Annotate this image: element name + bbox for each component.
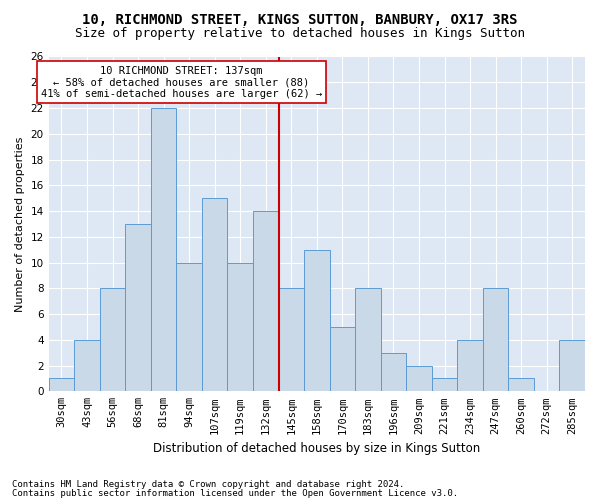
Bar [176,262,202,392]
X-axis label: Distribution of detached houses by size in Kings Sutton: Distribution of detached houses by size … [153,442,481,455]
Bar [125,224,151,392]
Bar [483,288,508,392]
Bar [406,366,432,392]
Bar [457,340,483,392]
Bar [74,340,100,392]
Bar [227,262,253,392]
Bar [151,108,176,392]
Text: Contains public sector information licensed under the Open Government Licence v3: Contains public sector information licen… [12,489,458,498]
Text: 10, RICHMOND STREET, KINGS SUTTON, BANBURY, OX17 3RS: 10, RICHMOND STREET, KINGS SUTTON, BANBU… [82,12,518,26]
Bar [508,378,534,392]
Bar [329,327,355,392]
Text: Contains HM Land Registry data © Crown copyright and database right 2024.: Contains HM Land Registry data © Crown c… [12,480,404,489]
Bar [49,378,74,392]
Bar [432,378,457,392]
Y-axis label: Number of detached properties: Number of detached properties [15,136,25,312]
Text: Size of property relative to detached houses in Kings Sutton: Size of property relative to detached ho… [75,28,525,40]
Bar [278,288,304,392]
Bar [304,250,329,392]
Bar [559,340,585,392]
Bar [380,352,406,392]
Bar [202,198,227,392]
Bar [355,288,380,392]
Bar [100,288,125,392]
Text: 10 RICHMOND STREET: 137sqm
← 58% of detached houses are smaller (88)
41% of semi: 10 RICHMOND STREET: 137sqm ← 58% of deta… [41,66,322,98]
Bar [253,211,278,392]
